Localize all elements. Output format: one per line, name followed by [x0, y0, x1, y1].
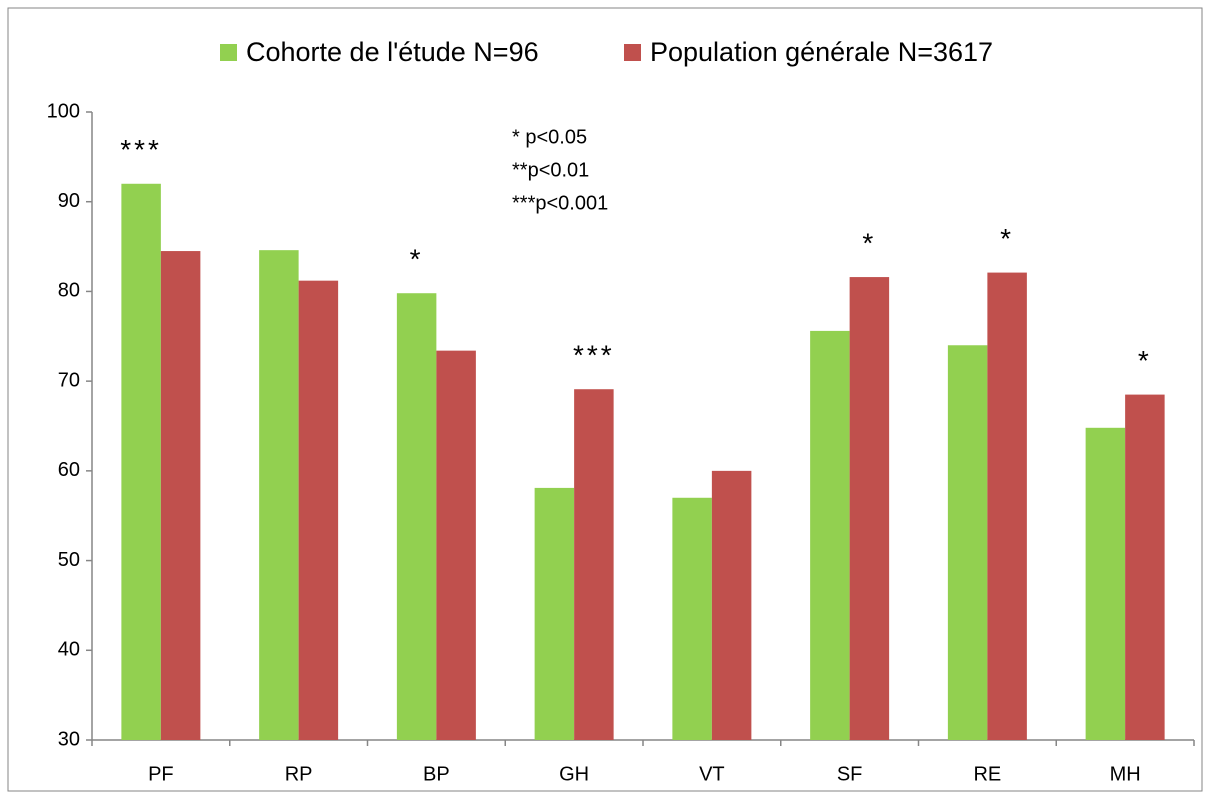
- bar: [1085, 427, 1126, 740]
- note: * p<0.05: [512, 126, 587, 148]
- bar: [810, 330, 850, 740]
- bar: [259, 250, 299, 740]
- note: ***p<0.001: [512, 192, 608, 214]
- significance-label: *: [410, 244, 424, 275]
- y-tick-label: 70: [58, 369, 80, 391]
- x-tick-label: RP: [285, 763, 313, 785]
- y-tick-label: 90: [58, 190, 80, 212]
- significance-label: *: [1000, 223, 1014, 254]
- bar: [534, 487, 575, 740]
- y-tick-label: 50: [58, 549, 80, 571]
- note: **p<0.01: [512, 159, 589, 181]
- bar: [947, 345, 988, 740]
- y-tick-label: 60: [58, 459, 80, 481]
- x-tick-label: BP: [423, 763, 450, 785]
- legend-swatch: [220, 44, 237, 61]
- y-tick-label: 40: [58, 639, 80, 661]
- x-tick-label: PF: [148, 763, 174, 785]
- bar: [436, 350, 476, 740]
- significance-label: *: [862, 227, 876, 258]
- bar: [1125, 394, 1165, 740]
- y-tick-label: 80: [58, 280, 80, 302]
- x-tick-label: GH: [559, 763, 589, 785]
- legend-label: Population générale N=3617: [650, 37, 993, 67]
- x-tick-label: SF: [837, 763, 863, 785]
- bar: [987, 272, 1027, 740]
- x-tick-label: VT: [699, 763, 725, 785]
- x-tick-label: RE: [973, 763, 1001, 785]
- bar: [711, 470, 752, 740]
- x-tick-label: MH: [1110, 763, 1141, 785]
- bar: [396, 293, 437, 740]
- significance-label: ***: [120, 134, 162, 165]
- bar: [574, 389, 614, 740]
- significance-label: ***: [573, 340, 615, 371]
- bar: [849, 277, 890, 740]
- bar: [160, 251, 201, 741]
- y-tick-label: 100: [47, 100, 80, 122]
- legend-swatch: [624, 44, 641, 61]
- legend-label: Cohorte de l'étude N=96: [246, 37, 539, 67]
- significance-label: *: [1138, 345, 1152, 376]
- bar: [672, 497, 712, 740]
- bar: [121, 183, 161, 740]
- y-tick-label: 30: [58, 728, 80, 750]
- bar: [298, 280, 339, 740]
